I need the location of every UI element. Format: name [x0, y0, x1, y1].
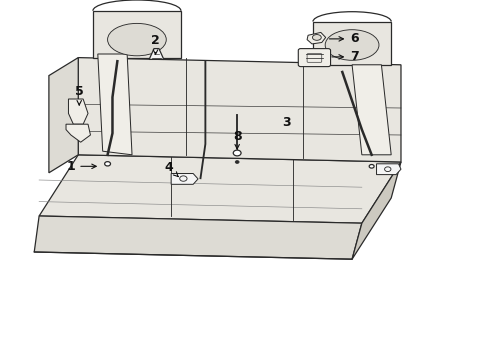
Polygon shape: [351, 162, 400, 259]
Polygon shape: [93, 11, 181, 58]
Polygon shape: [49, 58, 78, 173]
FancyBboxPatch shape: [298, 49, 330, 67]
Polygon shape: [351, 65, 390, 155]
Polygon shape: [68, 99, 88, 124]
Ellipse shape: [325, 30, 378, 60]
Text: 4: 4: [164, 161, 178, 177]
Text: 7: 7: [331, 50, 358, 63]
Ellipse shape: [368, 165, 373, 168]
Polygon shape: [98, 54, 132, 155]
Text: 1: 1: [66, 160, 96, 173]
Text: 6: 6: [329, 32, 358, 45]
Polygon shape: [66, 124, 90, 142]
Polygon shape: [376, 164, 400, 175]
Polygon shape: [306, 32, 325, 44]
Polygon shape: [34, 216, 361, 259]
Polygon shape: [78, 58, 400, 162]
Ellipse shape: [312, 35, 321, 40]
Polygon shape: [39, 155, 400, 223]
Ellipse shape: [104, 162, 110, 166]
Polygon shape: [312, 22, 390, 65]
Ellipse shape: [233, 150, 241, 156]
Text: 8: 8: [232, 130, 241, 149]
Text: 5: 5: [75, 85, 83, 105]
Text: 2: 2: [151, 34, 160, 54]
Ellipse shape: [235, 161, 239, 163]
Ellipse shape: [107, 23, 166, 56]
Polygon shape: [171, 174, 198, 184]
Polygon shape: [149, 49, 163, 59]
Text: 3: 3: [282, 116, 291, 129]
